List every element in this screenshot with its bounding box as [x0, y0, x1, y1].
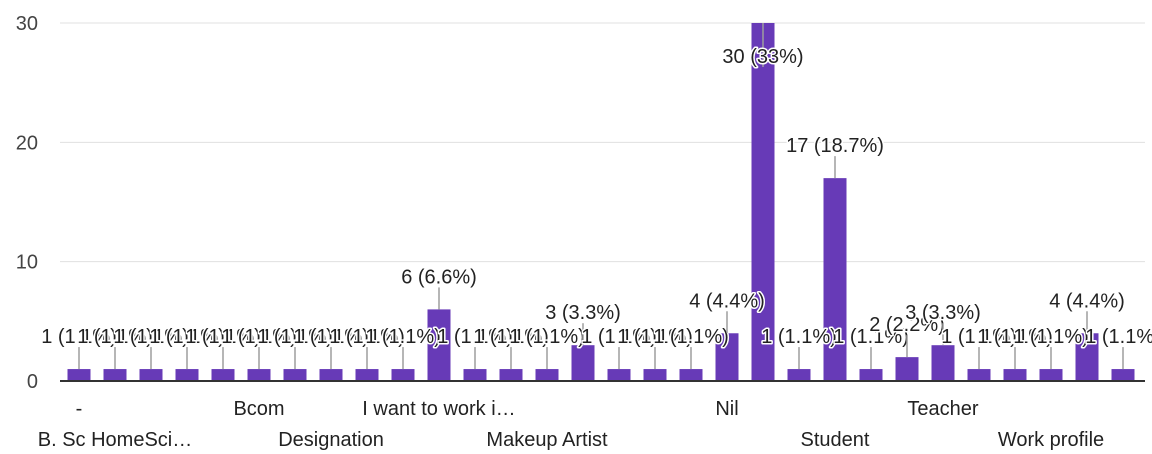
data-label: 1 (1.1%) — [329, 326, 405, 348]
x-category-label: Bcom — [233, 398, 284, 420]
x-category-label: B. Sc HomeSci… — [38, 429, 192, 451]
x-category-label: - — [76, 398, 83, 420]
data-label: 1 (1.1%) — [221, 326, 297, 348]
x-category-label: Makeup Artist — [486, 429, 608, 451]
x-category-label: I want to work i… — [362, 398, 515, 420]
bar — [499, 369, 523, 381]
data-label: 1 (1.1%) — [1013, 326, 1089, 348]
data-label: 3 (3.3%) — [545, 302, 621, 324]
data-label: 1 (1.1%) — [149, 326, 225, 348]
y-tick-label: 10 — [16, 252, 38, 274]
data-label: 1 (1.1%) — [941, 326, 1017, 348]
bar — [139, 369, 163, 381]
data-label: 1 (1.1%) — [833, 326, 909, 348]
y-tick-label: 0 — [27, 371, 38, 393]
x-category-label: Work profile — [998, 429, 1104, 451]
x-category-label: Teacher — [907, 398, 978, 420]
bar — [679, 369, 703, 381]
bar — [607, 369, 631, 381]
bar — [175, 369, 199, 381]
bar — [751, 23, 775, 381]
bar — [463, 369, 487, 381]
data-label: 1 (1.1%) — [257, 326, 333, 348]
bar — [67, 369, 91, 381]
bar — [643, 369, 667, 381]
data-label: 4 (4.4%) — [689, 290, 765, 312]
bar — [283, 369, 307, 381]
bar — [715, 333, 739, 381]
bar — [1003, 369, 1027, 381]
bar — [859, 369, 883, 381]
data-label: 1 (1.1%) — [437, 326, 513, 348]
bars — [60, 23, 1145, 382]
data-label: 1 (1.1%) — [761, 326, 837, 348]
bar — [823, 178, 847, 381]
data-label: 1 (1.1%) — [617, 326, 693, 348]
data-label: 1 (1.1%) — [77, 326, 153, 348]
bar — [1111, 369, 1135, 381]
data-label: 1 (1.1%) — [41, 326, 117, 348]
bar — [571, 345, 595, 381]
data-label: 1 (1.1%) — [581, 326, 657, 348]
bar — [247, 369, 271, 381]
data-label: 17 (18.7%) — [786, 135, 884, 157]
data-label: 1 (1.1%) — [113, 326, 189, 348]
bar — [535, 369, 559, 381]
data-labels: 1 (1.1%)1 (1.1%)1 (1.1%)1 (1.1%)1 (1.1%)… — [40, 23, 1152, 370]
data-label: 3 (3.3%) — [905, 302, 981, 324]
data-label: 1 (1.1%) — [653, 326, 729, 348]
data-label: 1 (1.1%) — [473, 326, 549, 348]
bar — [931, 345, 955, 381]
bar — [319, 369, 343, 381]
data-label: 1 (1.1%) — [365, 326, 441, 348]
x-category-label: Nil — [715, 398, 738, 420]
data-label: 1 (1.1%) — [977, 326, 1053, 348]
bar — [895, 357, 919, 381]
y-axis-ticks: 0 10 20 30 — [16, 13, 38, 393]
data-label: 2 (2.2%) — [869, 314, 945, 336]
data-label: 30 (33%) — [722, 46, 803, 68]
bar — [355, 369, 379, 381]
data-label: 1 (1.1%) — [185, 326, 261, 348]
y-tick-label: 30 — [16, 13, 38, 35]
bar — [787, 369, 811, 381]
x-axis-category-labels: - B. Sc HomeSci… Bcom Designation I want to … — [38, 398, 1104, 451]
gridlines — [60, 22, 1145, 263]
data-label: 1 (1.1%) — [1085, 326, 1152, 348]
bar — [391, 369, 415, 381]
data-label: 6 (6.6%) — [401, 266, 477, 288]
bar — [1039, 369, 1063, 381]
bar — [427, 309, 451, 381]
x-category-label: Designation — [278, 429, 384, 451]
bar — [1075, 333, 1099, 381]
y-tick-label: 20 — [16, 132, 38, 154]
bar — [211, 369, 235, 381]
data-label: 4 (4.4%) — [1049, 290, 1125, 312]
data-label: 1 (1.1%) — [509, 326, 585, 348]
x-category-label: Student — [801, 429, 870, 451]
bar — [103, 369, 127, 381]
bar — [967, 369, 991, 381]
data-label: 1 (1.1%) — [293, 326, 369, 348]
